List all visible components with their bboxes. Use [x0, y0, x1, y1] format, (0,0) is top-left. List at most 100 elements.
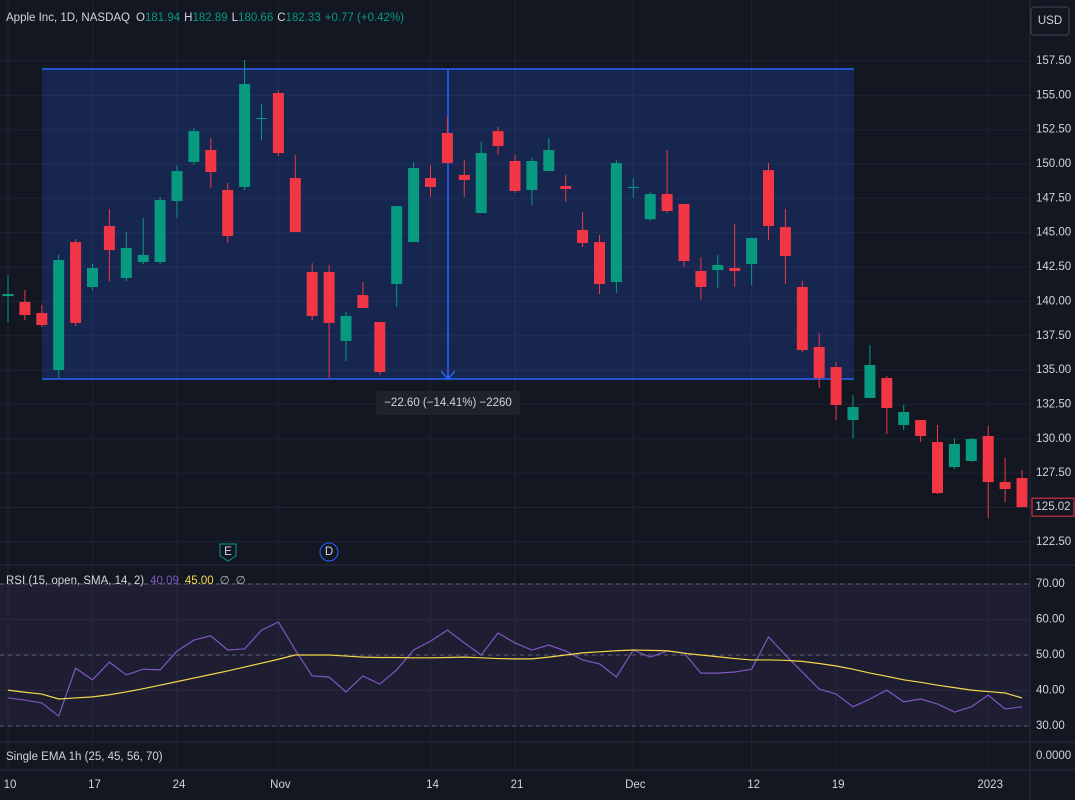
- candle-body: [458, 175, 470, 180]
- x-tick-label: Nov: [270, 779, 291, 791]
- rsi-legend-value: 40.09: [150, 575, 179, 587]
- currency[interactable]: USD: [1038, 15, 1062, 27]
- candle-body: [154, 200, 166, 262]
- y-tick-label: 145.00: [1036, 227, 1071, 239]
- candle-body: [53, 260, 65, 371]
- candle-body: [915, 420, 927, 437]
- candle-body: [763, 170, 774, 226]
- candle-body: [965, 439, 977, 462]
- candle-body: [661, 193, 673, 211]
- candle-body: [289, 178, 301, 233]
- candle-body: [644, 193, 656, 220]
- y-tick-label: 140.00: [1036, 295, 1071, 307]
- candle-body: [374, 321, 386, 372]
- candle-body: [205, 150, 217, 172]
- candle-body: [323, 271, 335, 323]
- candle-body: [830, 367, 842, 405]
- y-tick-label: 150.00: [1036, 158, 1071, 170]
- candle-body: [19, 301, 31, 315]
- y-tick-label: 157.50: [1036, 55, 1071, 67]
- candle-body: [87, 268, 98, 287]
- measure-arrowhead: [440, 370, 456, 381]
- candle-body: [188, 131, 200, 162]
- x-tick-label: 17: [88, 779, 101, 791]
- ema-title: Single EMA 1h (25, 45, 56, 70): [6, 751, 163, 763]
- y-tick-label: 135.00: [1036, 364, 1071, 376]
- y-tick-label: 122.50: [1036, 536, 1071, 548]
- ohlc-value: 181.94: [145, 12, 181, 24]
- candle-body: [239, 84, 251, 187]
- candle-body: [813, 346, 825, 379]
- ohlc-value: 182.89: [192, 12, 227, 24]
- measure-label: −22.60 (−14.41%) −2260: [384, 397, 512, 409]
- currency-button[interactable]: [1030, 6, 1070, 36]
- candle-body: [796, 286, 808, 351]
- candle-body: [340, 315, 352, 341]
- candle-body: [2, 293, 14, 297]
- candle-body: [306, 271, 318, 316]
- candle-body: [543, 150, 555, 172]
- candle-body: [712, 264, 724, 271]
- x-tick-label: 12: [747, 779, 760, 791]
- ohlc-label: O: [136, 12, 145, 24]
- y-tick-label: 40.00: [1036, 685, 1065, 697]
- plot: [0, 60, 1030, 727]
- y-tick-label: 142.50: [1036, 261, 1071, 273]
- candle-body: [560, 185, 572, 190]
- candle-body: [526, 160, 538, 190]
- candle-body: [509, 160, 521, 191]
- candle-body: [847, 407, 859, 421]
- candle-body: [70, 242, 82, 323]
- candle-body: [137, 254, 149, 262]
- y-tick-label: 70.00: [1036, 578, 1065, 590]
- candle-body: [1016, 478, 1028, 508]
- candle-body: [881, 378, 893, 408]
- ohlc-label: H: [184, 12, 192, 24]
- event-label: E: [224, 546, 232, 558]
- candle-body: [441, 132, 453, 164]
- y-tick-label: 155.00: [1036, 89, 1071, 101]
- y-tick-label: 50.00: [1036, 649, 1065, 661]
- last-price: 125.02: [1035, 501, 1070, 513]
- change: +0.77 (+0.42%): [325, 12, 404, 24]
- y-tick-label: 0.0000: [1036, 750, 1071, 762]
- event-label: D: [325, 546, 333, 558]
- y-tick-label: 132.50: [1036, 398, 1071, 410]
- candle-body: [779, 227, 791, 257]
- y-tick-label: 137.50: [1036, 330, 1071, 342]
- x-tick-label: 21: [511, 779, 524, 791]
- x-tick-label: 24: [173, 779, 186, 791]
- candle-body: [999, 482, 1011, 490]
- measure-label-box: [376, 391, 520, 415]
- rsi-legend-value: 45.00: [185, 575, 214, 587]
- symbol: Apple Inc, 1D, NASDAQ: [6, 12, 130, 24]
- candle-body: [678, 203, 690, 262]
- rsi-title: RSI (15, open, SMA, 14, 2): [6, 575, 144, 587]
- rsi-legend-value: ∅: [220, 575, 230, 587]
- candle-body: [746, 238, 758, 265]
- last-price-box: [1031, 497, 1075, 517]
- candle-body: [695, 271, 707, 287]
- x-tick-label: 14: [426, 779, 439, 791]
- candle-body: [627, 186, 639, 189]
- candle-body: [610, 163, 622, 283]
- y-tick-label: 127.50: [1036, 467, 1071, 479]
- ohlc-value: 182.33: [286, 12, 321, 24]
- candle-body: [222, 189, 234, 237]
- y-tick-label: 147.50: [1036, 192, 1071, 204]
- y-tick-label: 60.00: [1036, 614, 1065, 626]
- ohlc-value: 180.66: [238, 12, 273, 24]
- y-tick-label: 130.00: [1036, 433, 1071, 445]
- labels: Apple Inc, 1D, NASDAQ O181.94 H182.89 L180.…: [4, 12, 1075, 791]
- rsi-legend-value: ∅: [236, 575, 246, 587]
- x-tick-label: 10: [4, 779, 17, 791]
- legend-header: Apple Inc, 1D, NASDAQ O181.94 H182.89 L180.…: [6, 12, 404, 24]
- candle-body: [577, 229, 589, 244]
- candle-body: [36, 313, 48, 326]
- y-tick-label: 152.50: [1036, 124, 1071, 136]
- rsi-line: [7, 649, 1023, 700]
- x-tick-label: Dec: [625, 779, 646, 791]
- candle-body: [948, 443, 960, 468]
